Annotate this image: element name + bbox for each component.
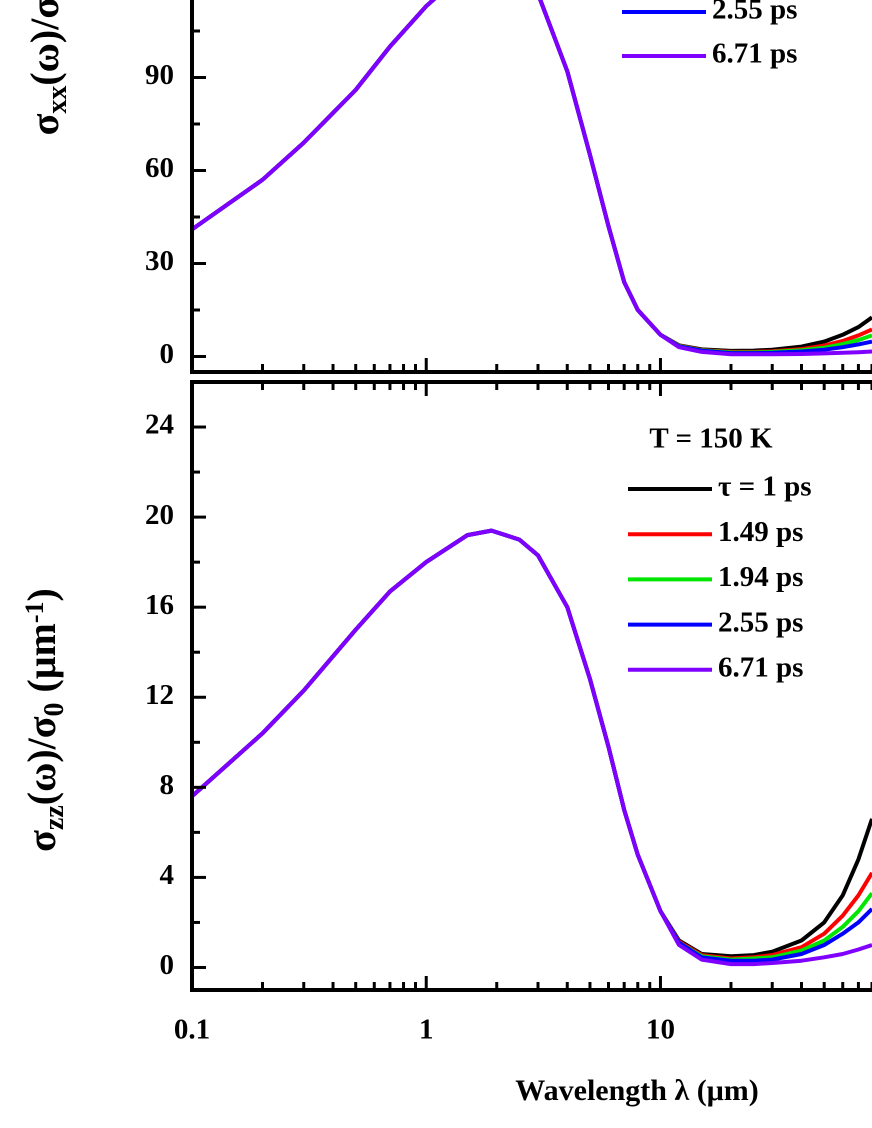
y-tick-label: 0 [160, 949, 175, 981]
curve [192, 528, 872, 967]
x-axis-label: Wavelength λ (μm) [515, 1074, 758, 1107]
legend-label: 6.71 ps [712, 38, 797, 70]
curve [192, 0, 872, 357]
y-label-part: σ [19, 830, 64, 852]
y-axis-label: σxx(ω)/σ0 (μm-1) [22, 0, 73, 135]
y-label-part: (ω)/σ [22, 0, 67, 86]
plot-area [192, 0, 872, 357]
y-label-part: xx [42, 86, 73, 114]
legend-label: 2.55 ps [718, 606, 803, 638]
y-tick-label: 0 [160, 338, 175, 370]
curve [192, 528, 872, 962]
y-label-part: -1 [20, 601, 49, 623]
y-label-part: 0 [39, 702, 70, 716]
y-label-part: ) [19, 588, 64, 601]
x-tick-label: 10 [646, 1014, 675, 1046]
legend-label: 1.49 ps [718, 516, 803, 548]
y-label-part: σ [22, 113, 67, 135]
y-label-part: (μm [19, 623, 64, 702]
x-tick-label: 1 [419, 1014, 434, 1046]
y-tick-label: 60 [145, 152, 174, 184]
legend-label: τ = 1 ps [718, 471, 812, 503]
curve [192, 528, 872, 959]
plot-area [192, 528, 872, 967]
y-axis-label: σzz(ω)/σ0 (μm-1) [19, 588, 70, 852]
y-tick-label: 16 [145, 589, 174, 621]
y-tick-label: 8 [160, 769, 175, 801]
y-label-part: zz [39, 805, 70, 830]
y-tick-label: 20 [145, 499, 174, 531]
legend-label: 1.94 ps [718, 561, 803, 593]
legend-label: 2.55 ps [712, 0, 797, 26]
x-tick-label: 0.1 [174, 1014, 210, 1046]
legend-label: 6.71 ps [718, 651, 803, 683]
y-tick-label: 30 [145, 245, 174, 277]
y-tick-label: 90 [145, 59, 174, 91]
legend-title: T = 150 K [649, 423, 773, 455]
y-tick-label: 4 [160, 859, 175, 891]
y-tick-label: 24 [145, 409, 174, 441]
y-tick-label: 12 [145, 679, 174, 711]
curve [192, 528, 872, 963]
y-label-part: (ω)/σ [19, 716, 64, 805]
curve [192, 528, 872, 961]
